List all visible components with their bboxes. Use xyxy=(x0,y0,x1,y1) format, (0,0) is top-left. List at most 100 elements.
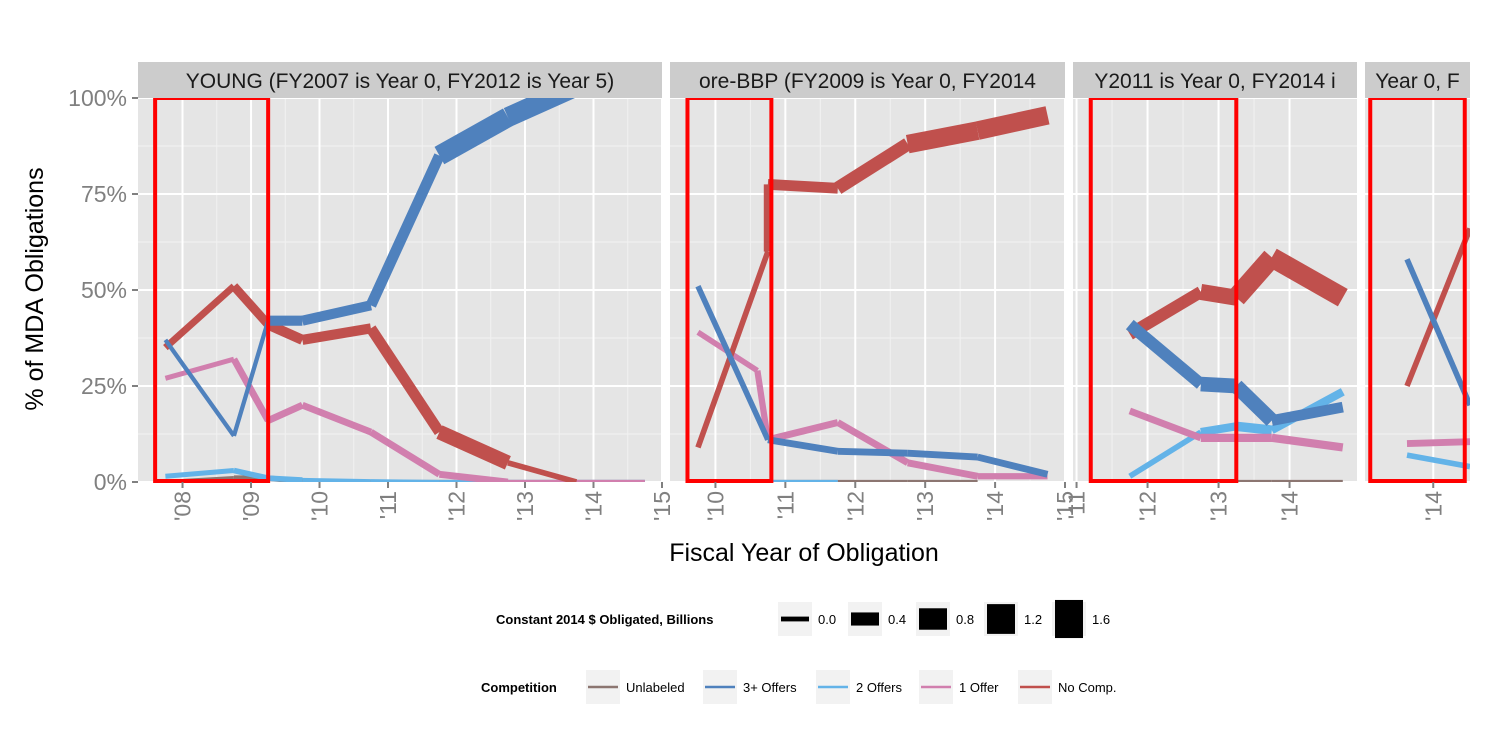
series-segment xyxy=(365,153,445,308)
y-axis-title: % of MDA Obligations xyxy=(21,167,49,410)
series-segment xyxy=(163,338,236,438)
color-legend: Competition Unlabeled 3+ Offers 2 Offers 1 O… xyxy=(481,670,1117,704)
series-segment xyxy=(754,370,771,441)
series-segment xyxy=(436,425,511,470)
series-segment xyxy=(439,470,509,482)
series-segment xyxy=(695,250,771,449)
series-segment xyxy=(695,285,771,441)
x-tick-label: '11 xyxy=(772,491,798,519)
size-legend-label: 1.6 xyxy=(1092,612,1110,627)
x-tick-label: '14 xyxy=(581,491,607,521)
series-3-offers xyxy=(1404,258,1470,407)
series-segment xyxy=(1270,401,1344,426)
color-legend-label: 2 Offers xyxy=(856,680,903,695)
series-no-comp xyxy=(695,106,1050,449)
series-segment xyxy=(301,323,372,345)
series-segment xyxy=(1125,319,1205,389)
series-3-offers xyxy=(163,98,576,438)
series-segment xyxy=(767,436,839,455)
y-tick-label: 0% xyxy=(94,469,127,495)
size-legend-label: 0.0 xyxy=(818,612,836,627)
x-tick-label: '10 xyxy=(702,491,728,521)
x-tick-label: '12 xyxy=(444,491,470,521)
series-segment xyxy=(1200,422,1237,437)
series-segment xyxy=(503,98,576,127)
series-segment xyxy=(1128,429,1203,479)
size-legend-swatch xyxy=(987,604,1015,634)
x-tick-label: '11 xyxy=(375,491,401,519)
series-segment xyxy=(266,402,304,424)
series-group xyxy=(1125,248,1348,482)
series-no-comp xyxy=(1126,248,1348,340)
series-segment xyxy=(1266,248,1348,307)
series-segment xyxy=(837,447,908,457)
size-legend-label: 0.8 xyxy=(956,612,974,627)
x-tick-label: '10 xyxy=(307,491,333,521)
color-legend-label: 3+ Offers xyxy=(743,680,797,695)
series-2-offers xyxy=(165,467,645,482)
size-legend-swatch xyxy=(1055,599,1083,639)
panel-strip-label: Year 0, F xyxy=(1375,70,1459,93)
size-legend-label: 1.2 xyxy=(1024,612,1042,627)
y-tick-label: 75% xyxy=(81,181,127,207)
y-tick-label: 50% xyxy=(81,277,127,303)
panel-strip xyxy=(670,62,1065,98)
series-segment xyxy=(905,121,980,154)
series-segment xyxy=(267,475,303,482)
x-tick-label: '09 xyxy=(238,491,264,521)
series-segment xyxy=(767,179,839,194)
series-1-offer xyxy=(1406,438,1470,448)
x-tick-label: '12 xyxy=(842,491,868,521)
x-tick-label: '13 xyxy=(1206,491,1232,521)
series-segment xyxy=(165,468,235,479)
series-group xyxy=(695,106,1050,482)
series-3-offers xyxy=(695,285,1049,478)
series-segment xyxy=(1200,376,1237,394)
series-segment xyxy=(370,479,440,482)
color-legend-label: No Comp. xyxy=(1058,680,1117,695)
size-legend-title: Constant 2014 $ Obligated, Billions xyxy=(496,612,713,627)
series-segment xyxy=(1235,421,1273,435)
y-axis: 0% 25% 50% 75% 100% xyxy=(68,85,138,495)
color-legend-label: 1 Offer xyxy=(959,680,999,695)
x-tick-label: '13 xyxy=(912,491,938,521)
x-axis-title: Fiscal Year of Obligation xyxy=(669,539,939,567)
series-segment xyxy=(1406,438,1470,448)
x-tick-label: '14 xyxy=(1277,491,1303,521)
series-segment xyxy=(301,300,372,326)
series-segment xyxy=(230,357,272,423)
series-segment xyxy=(1404,227,1470,388)
series-segment xyxy=(1406,452,1470,470)
series-segment xyxy=(1128,407,1203,442)
x-tick-label: '14 xyxy=(982,491,1008,521)
x-tick-label: '13 xyxy=(512,491,538,521)
series-segment xyxy=(231,320,271,437)
x-tick-label: '12 xyxy=(1135,491,1161,521)
series-2-offers xyxy=(1406,452,1470,470)
series-segment xyxy=(1404,258,1470,407)
panel-strip-label: ore-BBP (FY2009 is Year 0, FY2014 xyxy=(699,70,1036,93)
size-legend-swatch xyxy=(851,612,879,626)
series-segment xyxy=(369,429,442,478)
panel-2: ore-BBP (FY2009 is Year 0, FY2014 '10 '11 '… xyxy=(670,62,1078,521)
x-tick-label: '15 xyxy=(1052,491,1078,521)
series-segment xyxy=(907,449,978,461)
series-segment xyxy=(507,460,578,482)
series-segment xyxy=(233,467,269,481)
x-tick-label: '08 xyxy=(170,491,196,521)
series-segment xyxy=(163,283,237,351)
series-segment xyxy=(975,106,1050,140)
y-tick-label: 100% xyxy=(68,85,127,111)
panel-4: Year 0, F '14 xyxy=(1365,62,1470,521)
series-no-comp xyxy=(1404,227,1470,388)
series-3-offers xyxy=(1125,319,1344,426)
facet-panels: YOUNG (FY2007 is Year 0, FY2012 is Year … xyxy=(138,62,1470,521)
size-legend-swatch xyxy=(919,608,947,630)
panel-3: Y2011 is Year 0, FY2014 i '11 '12 '13 '14 xyxy=(1064,62,1357,521)
series-segment xyxy=(302,477,371,482)
series-no-comp xyxy=(163,283,578,482)
series-segment xyxy=(1228,250,1280,305)
color-legend-title: Competition xyxy=(481,680,557,695)
size-legend-swatch xyxy=(781,616,809,622)
series-segment xyxy=(434,108,513,165)
